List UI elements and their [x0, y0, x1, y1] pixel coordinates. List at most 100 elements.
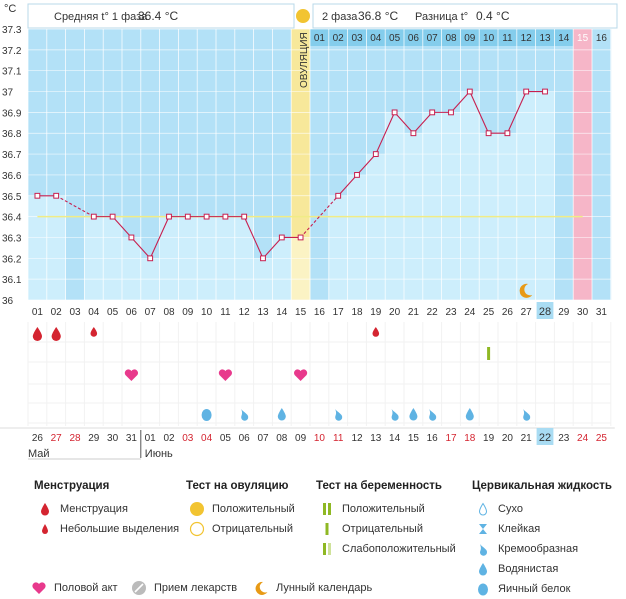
temperature-point — [335, 192, 342, 199]
legend-item: Небольшие выделения — [34, 519, 179, 539]
x-tick-label: 22 — [427, 307, 439, 318]
creamy-drop-icon — [472, 541, 494, 557]
moon-icon — [519, 283, 533, 298]
temperature-line-segment — [300, 195, 339, 238]
temperature-point — [372, 151, 379, 157]
temperature-line-segment — [394, 112, 414, 134]
temperature-line-segment — [450, 91, 471, 113]
day-header-cell — [516, 29, 536, 46]
creamy-drop-icon — [429, 409, 437, 421]
calendar-date-label: 30 — [107, 433, 119, 444]
temperature-bar — [422, 112, 442, 300]
y-tick-label: 36.5 — [2, 192, 22, 203]
legend-ovulation-test: Тест на овуляцию Положительный Отрицател… — [186, 480, 295, 539]
day-header-label: 04 — [370, 33, 382, 44]
legend-item-label: Слабоположительный — [342, 543, 456, 555]
day-header-cell — [479, 29, 499, 46]
watery-drop-icon — [277, 408, 286, 421]
symbol-rows — [27, 322, 612, 426]
watery-drop-icon — [465, 408, 474, 421]
temperature-bar — [272, 237, 292, 300]
temperature-point — [391, 109, 398, 116]
pill-icon — [130, 580, 148, 596]
x-tick-label: 04 — [88, 307, 100, 318]
calendar-date-label: 12 — [351, 433, 363, 444]
temperature-point — [222, 213, 229, 220]
legend-menstruation-title: Менструация — [34, 480, 110, 492]
day-column — [592, 29, 612, 300]
day-header-label: 09 — [464, 33, 476, 44]
x-tick-label: 15 — [295, 307, 307, 318]
calendar-date-label: 10 — [314, 433, 326, 444]
legend-ovulation-test-title: Тест на овуляцию — [186, 480, 289, 492]
day-header-label: 16 — [596, 33, 608, 44]
ovulation-test-strip-icon — [487, 347, 491, 360]
calendar-date-label: 23 — [558, 433, 570, 444]
legend-item: Положительный — [186, 499, 295, 519]
legend-medication: Прием лекарств — [130, 580, 237, 596]
legend-item-label: Половой акт — [54, 582, 118, 594]
legend-item-label: Небольшие выделения — [60, 523, 180, 535]
x-tick-label: 25 — [483, 307, 495, 318]
small-blood-drop-icon — [90, 327, 98, 337]
legend-cervical: Цервикальная жидкость Сухо Клейкая Кремо… — [472, 480, 612, 599]
legend-item: Кремообразная — [472, 539, 612, 559]
y-tick-label: 36.3 — [2, 233, 22, 244]
legend-intercourse: Половой акт — [30, 580, 118, 596]
calendar-date-label: 21 — [521, 433, 533, 444]
pregnancy-positive-icon — [316, 501, 338, 517]
x-tick-label: 23 — [445, 307, 457, 318]
calendar-date-label: 05 — [220, 433, 232, 444]
day-header-cell — [441, 29, 461, 46]
x-tick-label: 28 — [539, 306, 551, 318]
temperature-point — [485, 130, 492, 137]
temperature-line-segment — [243, 216, 264, 259]
calendar-date-label: 07 — [257, 433, 269, 444]
dry-drop-icon — [472, 501, 494, 517]
temperature-point — [90, 213, 97, 220]
calendar-date-label: 16 — [427, 433, 439, 444]
calendar-date-label: 13 — [370, 433, 382, 444]
x-tick-label: 05 — [107, 307, 119, 318]
day-header-label: 02 — [333, 33, 345, 44]
phase1-value: 36.4 °C — [138, 9, 178, 23]
legend-item-label: Положительный — [212, 503, 295, 515]
temperature-bar — [328, 195, 348, 300]
legend-item-label: Прием лекарств — [154, 582, 238, 594]
diff-value: 0.4 °C — [476, 9, 510, 23]
day-header-cell — [366, 29, 386, 46]
x-tick-label: 26 — [502, 307, 514, 318]
legend-menstruation: Менструация Менструация Небольшие выделе… — [34, 480, 179, 539]
y-tick-label: 36.2 — [2, 254, 22, 265]
month-label: Июнь — [145, 448, 173, 460]
temperature-bar — [291, 237, 311, 300]
day-column — [554, 29, 574, 300]
calendar-date-label: 22 — [539, 432, 551, 444]
x-axis: 01 02 03 04 05 06 07 08 09 10 11 12 13 14 15 16 01 02 03 04… — [32, 33, 608, 319]
day-header-cell — [535, 29, 555, 46]
calendar-date-label: 14 — [389, 433, 401, 444]
day-column — [310, 29, 330, 300]
temperature-point — [297, 234, 304, 241]
y-tick-label: 36.9 — [2, 108, 22, 119]
calendar-axis: 26 27 28 29 30 31 01 02 03 04 05 06 07 08 09 10 11 12 13 14… — [0, 427, 615, 460]
calendar-date-label: 08 — [276, 433, 288, 444]
day-header-label: 15 — [577, 33, 589, 44]
moon-icon — [252, 580, 270, 596]
small-blood-drop-icon — [34, 521, 56, 537]
day-header-label: 03 — [351, 33, 363, 44]
temperature-point — [260, 255, 266, 262]
phase2-label: 2 фаза — [322, 11, 358, 23]
pregnancy-negative-icon — [316, 521, 338, 537]
legend-item: Слабоположительный — [316, 539, 456, 559]
temperature-point — [166, 213, 172, 220]
blood-drop-icon — [32, 327, 42, 341]
x-tick-label: 12 — [239, 307, 251, 318]
phase2-box — [312, 3, 618, 29]
temperature-bar — [122, 237, 142, 300]
sticky-icon — [472, 521, 494, 537]
y-tick-label: 37.1 — [2, 67, 22, 78]
temperature-point — [466, 88, 473, 95]
day-header-cell — [347, 29, 367, 46]
legend-item: Сухо — [472, 499, 612, 519]
